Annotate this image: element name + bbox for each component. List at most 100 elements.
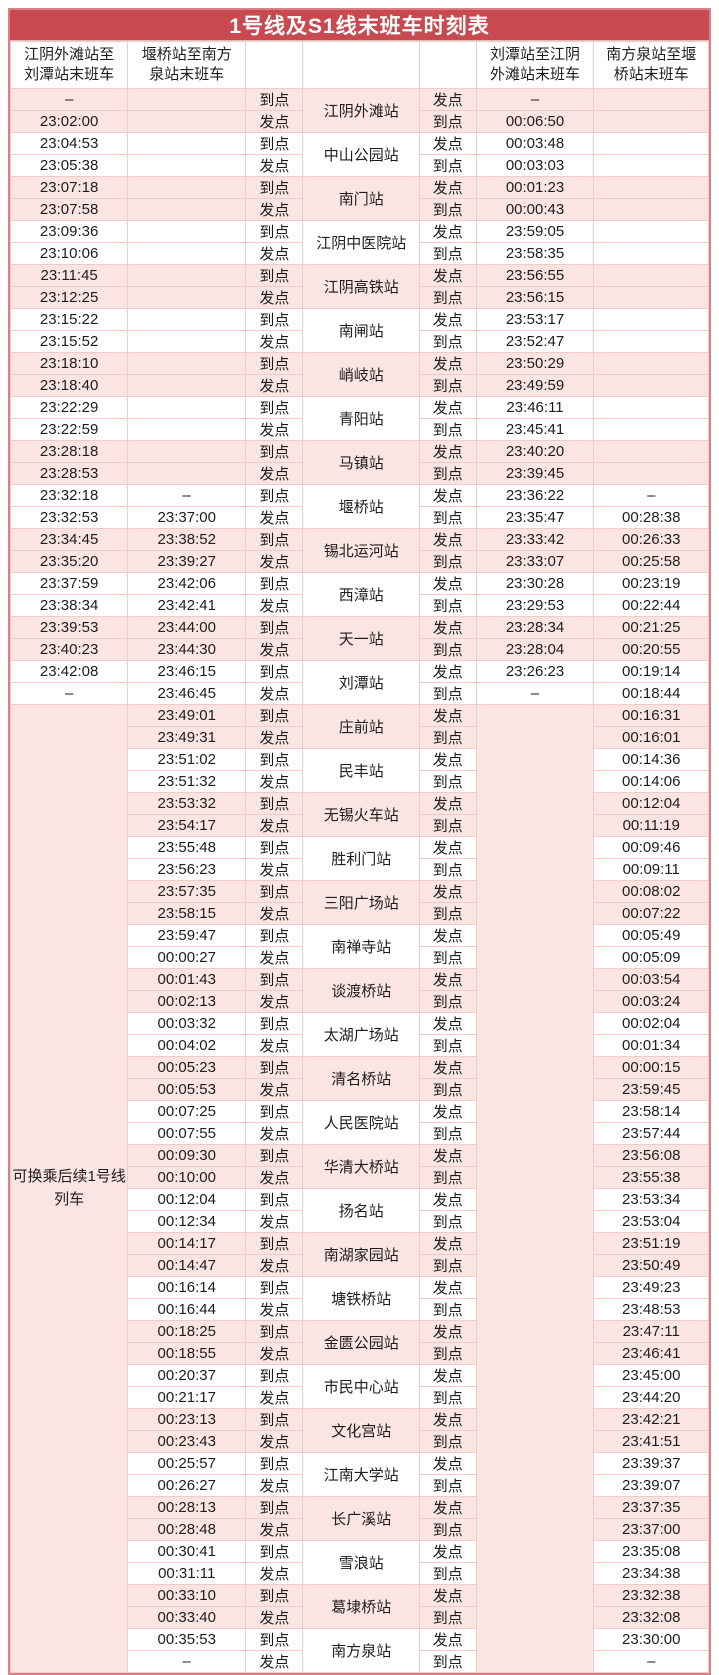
col7-time-cell <box>593 220 709 243</box>
depart-label-cell: 发点 <box>419 396 477 419</box>
col7-time-cell: 23:44:20 <box>593 1386 709 1409</box>
table-row: 可换乘后续1号线列车 23:49:01 到点 庄前站 发点 00:16:31 <box>9 704 709 1673</box>
depart-label-cell: 发点 <box>419 792 477 815</box>
col7-time-cell: 00:00:15 <box>593 1056 709 1079</box>
col2-time-cell: 00:16:14 <box>127 1276 247 1299</box>
table-row: 00:07:55 发点 到点 23:57:44 <box>11 1122 709 1145</box>
col7-time-cell: 00:01:34 <box>593 1034 709 1057</box>
depart-label-cell: 发点 <box>245 1606 304 1629</box>
arrive-label-cell: 到点 <box>245 220 304 243</box>
arrive-label-cell: 到点 <box>419 770 477 793</box>
arrive-label-cell: 到点 <box>419 814 477 837</box>
arrive-label-cell: 到点 <box>245 132 304 155</box>
col2-time-cell: 23:44:00 <box>127 616 247 639</box>
depart-label-cell: 发点 <box>245 418 304 441</box>
depart-label-cell: 发点 <box>419 1452 477 1475</box>
col2-time-cell: 00:28:48 <box>127 1518 247 1541</box>
col7-time-cell: 23:47:11 <box>593 1320 709 1343</box>
station-name-cell: 谈渡桥站 <box>302 968 420 1013</box>
col7-time-cell: 00:16:01 <box>593 726 709 749</box>
depart-label-cell: 发点 <box>419 968 477 991</box>
arrive-label-cell: 到点 <box>245 1452 304 1475</box>
col7-time-cell: 00:09:11 <box>593 858 709 881</box>
depart-label-cell: 发点 <box>245 1650 304 1673</box>
arrive-label-cell: 到点 <box>245 1276 304 1299</box>
timetable-board: 1号线及S1线末班车时刻表 江阴外滩站至刘潭站末班车 堰桥站至南方泉站末班车 刘… <box>8 8 711 1675</box>
depart-label-cell: 发点 <box>245 1518 304 1541</box>
table-row: 23:11:45 到点 江阴高铁站 发点 23:56:55 <box>9 264 709 309</box>
col7-time-cell: 23:41:51 <box>593 1430 709 1453</box>
depart-label-cell: 发点 <box>419 616 477 639</box>
arrive-label-cell: 到点 <box>419 242 477 265</box>
col7-time-cell <box>593 242 709 265</box>
col7-time-cell: 23:39:07 <box>593 1474 709 1497</box>
col6-time-cell: 23:26:23 <box>475 660 595 683</box>
arrive-label-cell: 到点 <box>245 308 304 331</box>
col2-time-cell: 23:46:15 <box>127 660 247 683</box>
depart-label-cell: 发点 <box>419 132 477 155</box>
arrive-label-cell: 到点 <box>245 792 304 815</box>
col1-time-cell: 23:38:34 <box>9 594 129 617</box>
arrive-label-cell: 到点 <box>245 1584 304 1607</box>
col1-time-cell: – <box>9 682 129 705</box>
col2-time-cell <box>127 374 247 397</box>
table-row: 23:56:23 发点 到点 00:09:11 <box>11 858 709 881</box>
station-name-cell: 文化宫站 <box>302 1408 420 1453</box>
col7-time-cell <box>593 462 709 485</box>
col6-time-cell: 23:50:29 <box>475 352 595 375</box>
col2-time-cell: 00:23:13 <box>127 1408 247 1431</box>
depart-label-cell: 发点 <box>419 880 477 903</box>
table-row: 23:18:40 发点 到点 23:49:59 <box>9 374 709 397</box>
depart-label-cell: 发点 <box>419 264 477 287</box>
table-row: 23:37:59 23:42:06 到点 西漳站 发点 23:30:28 00:23:19 <box>9 572 709 617</box>
table-row: 00:05:53 发点 到点 23:59:45 <box>11 1078 709 1101</box>
col2-time-cell: 23:55:48 <box>127 836 247 859</box>
table-row: 23:05:38 发点 到点 00:03:03 <box>9 154 709 177</box>
col2-time-cell: 23:54:17 <box>127 814 247 837</box>
table-row: 00:05:23 到点 清名桥站 发点 00:00:15 <box>11 1056 709 1101</box>
station-name-cell: 堰桥站 <box>302 484 420 529</box>
station-name-cell: 市民中心站 <box>302 1364 420 1409</box>
depart-label-cell: 发点 <box>419 1100 477 1123</box>
col7-time-cell <box>593 286 709 309</box>
station-name-cell: 刘潭站 <box>302 660 420 705</box>
col6-merged-empty-cell <box>475 704 595 1673</box>
col6-time-cell: 23:36:22 <box>475 484 595 507</box>
col2-time-cell <box>127 462 247 485</box>
header-direction-jiangyin-to-liutan: 江阴外滩站至刘潭站末班车 <box>9 41 129 89</box>
table-row: 00:04:02 发点 到点 00:01:34 <box>11 1034 709 1057</box>
depart-label-cell: 发点 <box>245 1210 304 1233</box>
col2-time-cell <box>127 88 247 111</box>
depart-label-cell: 发点 <box>245 814 304 837</box>
col7-time-cell: 00:11:19 <box>593 814 709 837</box>
col7-time-cell <box>593 374 709 397</box>
col2-time-cell: 23:51:02 <box>127 748 247 771</box>
col6-time-cell: 23:28:04 <box>475 638 595 661</box>
col2-time-cell <box>127 132 247 155</box>
table-row: 00:21:17 发点 到点 23:44:20 <box>11 1386 709 1409</box>
station-name-cell: 青阳站 <box>302 396 420 441</box>
col2-time-cell <box>127 396 247 419</box>
depart-label-cell: 发点 <box>419 1496 477 1519</box>
header-direction-yanqiao-to-nanfangquan: 堰桥站至南方泉站末班车 <box>127 41 247 89</box>
table-row: 23:10:06 发点 到点 23:58:35 <box>9 242 709 265</box>
table-row: 00:12:34 发点 到点 23:53:04 <box>11 1210 709 1233</box>
arrive-label-cell: 到点 <box>419 902 477 925</box>
table-row: 23:15:52 发点 到点 23:52:47 <box>9 330 709 353</box>
station-name-cell: 人民医院站 <box>302 1100 420 1145</box>
col7-time-cell: 00:02:04 <box>593 1012 709 1035</box>
depart-label-cell: 发点 <box>419 836 477 859</box>
arrive-label-cell: 到点 <box>419 638 477 661</box>
col7-time-cell: 23:32:38 <box>593 1584 709 1607</box>
col7-time-cell: 00:26:33 <box>593 528 709 551</box>
col7-time-cell: 00:07:22 <box>593 902 709 925</box>
table-row: 00:18:55 发点 到点 23:46:41 <box>11 1342 709 1365</box>
arrive-label-cell: 到点 <box>419 418 477 441</box>
arrive-label-cell: 到点 <box>245 264 304 287</box>
arrive-label-cell: 到点 <box>245 1364 304 1387</box>
timetable: 江阴外滩站至刘潭站末班车 堰桥站至南方泉站末班车 刘潭站至江阴外滩站末班车 南方… <box>9 41 709 1673</box>
col2-time-cell: 23:53:32 <box>127 792 247 815</box>
station-name-cell: 江南大学站 <box>302 1452 420 1497</box>
col7-time-cell: 00:05:49 <box>593 924 709 947</box>
table-row: 00:01:43 到点 谈渡桥站 发点 00:03:54 <box>11 968 709 1013</box>
